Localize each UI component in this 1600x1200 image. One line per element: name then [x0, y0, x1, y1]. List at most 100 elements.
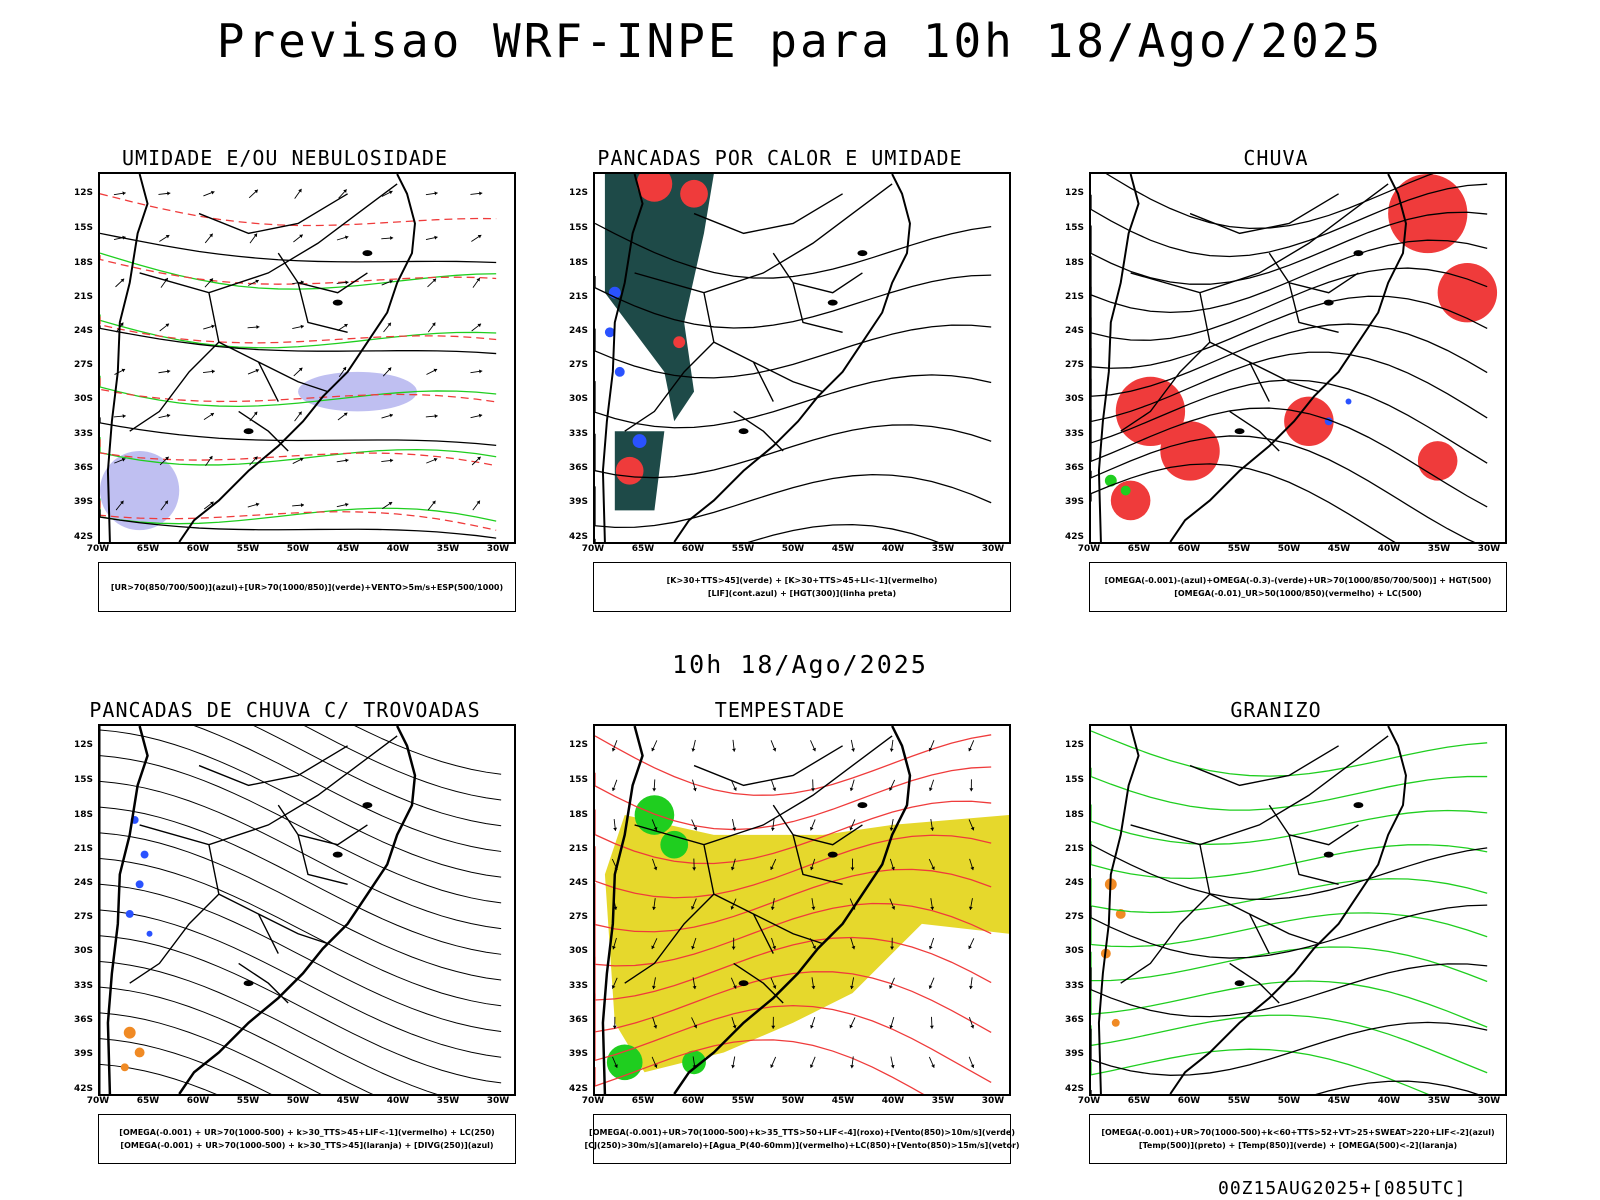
- wind-vector: [114, 368, 126, 375]
- latitude-axis: 12S 15S 18S 21S 24S 27S 30S 33S 36S 39S 42S: [1046, 724, 1088, 1096]
- panel-title: PANCADAS POR CALOR E UMIDADE: [597, 146, 963, 170]
- wind-vector: [294, 188, 302, 199]
- wind-vector: [426, 457, 438, 464]
- forecast-time-label: 10h 18/Ago/2025: [672, 650, 928, 679]
- streamline: [100, 986, 374, 1094]
- wind-vector: [928, 937, 935, 950]
- wind-vector: [382, 501, 393, 510]
- map-frame: [1089, 724, 1507, 1096]
- longitude-tick-label: 55W: [236, 1096, 260, 1106]
- latitude-tick-label: 15S: [1064, 775, 1084, 785]
- latitude-tick-label: 18S: [73, 810, 93, 820]
- divergence-area: [125, 910, 134, 918]
- longitude-tick-label: 35W: [931, 544, 955, 554]
- wind-vector: [889, 858, 895, 871]
- latitude-tick-label: 30S: [1064, 946, 1084, 956]
- wind-vector: [651, 977, 656, 990]
- height-contour: [595, 324, 992, 379]
- legend-box: [K>30+TTS>45](verde) + [K>30+TTS>45+LI<-…: [593, 562, 1011, 612]
- wind-vector: [336, 502, 349, 508]
- latitude-tick-label: 39S: [1064, 1049, 1084, 1059]
- longitude-tick-label: 70W: [1077, 544, 1101, 554]
- omega-area: [1104, 474, 1117, 487]
- humidity-contour: [100, 498, 497, 525]
- streamline: [100, 729, 502, 878]
- wind-vector: [889, 977, 895, 989]
- temp-850-contour: [1091, 878, 1488, 914]
- panel-chuva: CHUVA 12S 15S 18S 21S 24S 27S 30S 33S 36S 39S 42S 70…: [1046, 146, 1507, 626]
- height-contour: [1091, 239, 1488, 314]
- rain-area: [1437, 263, 1498, 323]
- streamline-850: [595, 1039, 925, 1094]
- longitude-axis: 70W 65W 60W 55W 50W 45W 40W 35W 30W: [1078, 1096, 1507, 1110]
- wind-vector: [202, 369, 215, 374]
- latitude-tick-label: 18S: [568, 810, 588, 820]
- main-title: Previsao WRF-INPE para 10h 18/Ago/2025: [216, 14, 1384, 68]
- map-frame: [98, 172, 516, 544]
- latitude-tick-label: 39S: [73, 1049, 93, 1059]
- omega-area: [1345, 398, 1352, 405]
- latitude-tick-label: 15S: [73, 223, 93, 233]
- wind-vector: [652, 858, 658, 871]
- longitude-tick-label: 40W: [386, 544, 410, 554]
- wind-vector: [381, 236, 394, 241]
- instability-area: [636, 174, 673, 202]
- latitude-tick-label: 27S: [1064, 912, 1084, 922]
- latitude-tick-label: 36S: [73, 463, 93, 473]
- map-frame: [1089, 172, 1507, 544]
- temp-850-contour: [1091, 804, 1488, 845]
- height-contour: [1091, 463, 1396, 542]
- instability-area: [680, 179, 708, 208]
- latitude-tick-label: 12S: [73, 740, 93, 750]
- latitude-tick-label: 42S: [73, 532, 93, 542]
- wind-vector: [691, 739, 696, 752]
- legend-box: [OMEGA(-0.001) + UR>70(1000-500) + k>30_…: [98, 1114, 516, 1164]
- lake-marker: [362, 802, 373, 809]
- legend-text: [Temp(500)](preto) + [Temp(850)](verde) …: [1138, 1141, 1458, 1150]
- latitude-tick-label: 33S: [568, 981, 588, 991]
- humidity-contour: [100, 314, 497, 349]
- country-borders: [1120, 183, 1389, 452]
- longitude-axis: 70W 65W 60W 55W 50W 45W 40W 35W 30W: [87, 544, 516, 558]
- height-contour: [595, 274, 992, 329]
- temp-850-contour: [1091, 730, 1488, 777]
- wind-vector: [472, 500, 481, 511]
- longitude-tick-label: 70W: [86, 544, 110, 554]
- wind-vector: [928, 740, 935, 752]
- streamline: [100, 1038, 272, 1094]
- longitude-tick-label: 60W: [681, 1096, 705, 1106]
- longitude-tick-label: 40W: [1377, 544, 1401, 554]
- longitude-axis: 70W 65W 60W 55W 50W 45W 40W 35W 30W: [582, 1096, 1011, 1110]
- wind-vector: [158, 369, 171, 374]
- map-plot: [100, 726, 502, 1094]
- wind-vector: [248, 279, 260, 286]
- latitude-axis: 12S 15S 18S 21S 24S 27S 30S 33S 36S 39S 42S: [550, 724, 592, 1096]
- longitude-tick-label: 55W: [731, 544, 755, 554]
- longitude-tick-label: 60W: [186, 1096, 210, 1106]
- latitude-tick-label: 15S: [568, 775, 588, 785]
- thickness-contour: [100, 193, 497, 227]
- wind-vector: [247, 502, 260, 508]
- streamline-850: [595, 766, 992, 831]
- panel-pancadas-calor: PANCADAS POR CALOR E UMIDADE 12S 15S 18S 21S…: [550, 146, 1011, 626]
- humidity-contour: [100, 437, 497, 466]
- wind-vector: [248, 189, 259, 199]
- map-frame: [593, 724, 1011, 1096]
- wind-850-area: [606, 1044, 643, 1081]
- streamline: [100, 883, 502, 1032]
- coastline: [1097, 174, 1407, 542]
- longitude-axis: 70W 65W 60W 55W 50W 45W 40W 35W 30W: [582, 544, 1011, 558]
- country-borders: [624, 735, 893, 1004]
- latitude-tick-label: 18S: [1064, 258, 1084, 268]
- temp-500-contour: [1091, 844, 1488, 900]
- wind-vector: [809, 819, 816, 831]
- streamline: [100, 858, 502, 1007]
- longitude-tick-label: 40W: [881, 1096, 905, 1106]
- wind-vector: [383, 322, 392, 333]
- latitude-tick-label: 36S: [1064, 1015, 1084, 1025]
- wind-vector: [336, 458, 349, 463]
- wind-vector: [849, 1017, 856, 1029]
- streamline: [354, 726, 502, 775]
- longitude-tick-label: 65W: [136, 544, 160, 554]
- height-contour: [1091, 323, 1488, 397]
